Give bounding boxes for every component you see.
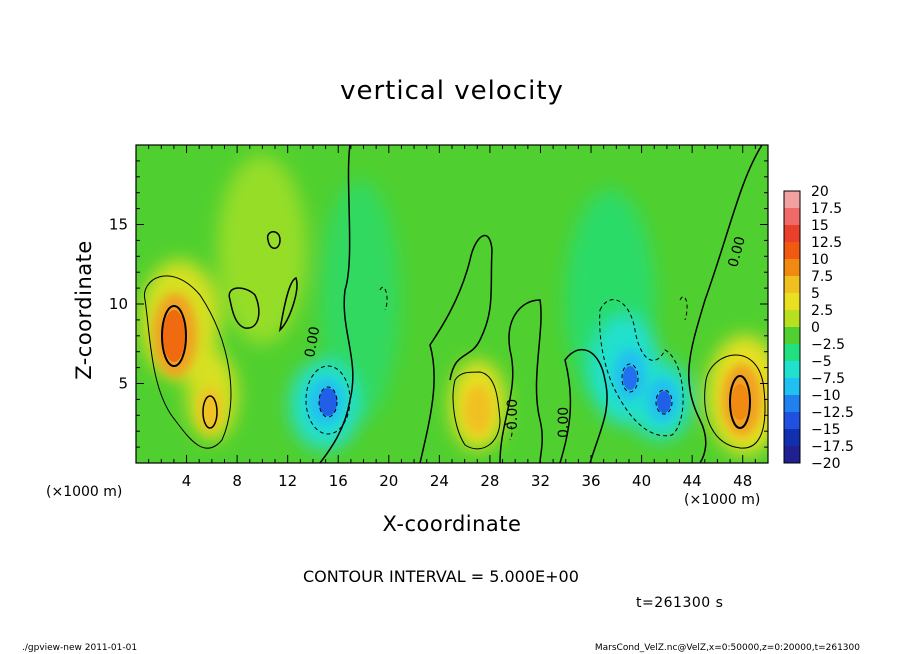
colorbar-label: 15 [811,218,829,234]
colorbar-swatch [784,378,800,395]
colorbar-swatch [784,208,800,225]
colorbar-label: 2.5 [811,303,833,319]
y-axis-label: Z-coordinate [72,240,96,380]
x-tick-label: 8 [232,472,242,490]
x-tick-label: 48 [733,472,752,490]
x-axis: 4 8 12 16 20 24 28 32 36 40 44 48 [148,145,756,490]
colorbar-swatch [784,395,800,412]
x-tick-label: 24 [430,472,449,490]
contour-label-2: 0.00 [505,399,521,430]
time-label: t=261300 s [636,595,724,611]
x-unit-label: (×1000 m) [46,484,123,500]
colorbar-swatch [784,344,800,361]
x-axis-label: X-coordinate [382,512,522,536]
colorbar-label: −2.5 [811,337,845,353]
colorbar-swatch [784,242,800,259]
colorbar-swatch [784,361,800,378]
x-tick-label: 12 [278,472,297,490]
x-tick-label: 20 [379,472,398,490]
negative-contours [305,287,688,441]
colorbar-label: 0 [811,320,820,336]
contour-lines [143,145,766,463]
colorbar-label: 20 [811,184,829,200]
x-unit-label-right: (×1000 m) [684,492,761,508]
colorbar-swatch [784,191,800,208]
y-tick-label: 15 [109,216,128,234]
x-tick-label: 32 [531,472,550,490]
contour-label-3: 0.00 [556,407,572,438]
colorbar: 2017.51512.5107.552.50−2.5−5−7.5−10−12.5… [783,184,854,472]
chart-title: vertical velocity [340,76,564,106]
colorbar-swatch [784,259,800,276]
y-axis: 5 10 15 [109,160,768,448]
colorbar-label: −15 [811,422,841,438]
contour-interval: CONTOUR INTERVAL = 5.000E+00 [303,567,579,586]
colorbar-swatch [784,412,800,429]
heatmap-field [136,145,768,463]
colorbar-label: 7.5 [811,269,833,285]
colorbar-swatch [784,276,800,293]
colorbar-label: −7.5 [811,371,845,387]
x-tick-label: 44 [683,472,702,490]
colorbar-label: −5 [811,354,832,370]
contour-label-1: 0.00 [302,325,323,358]
colorbar-swatch [784,225,800,242]
x-tick-label: 16 [329,472,348,490]
y-tick-label: 5 [118,375,128,393]
x-tick-label: 40 [632,472,651,490]
colorbar-label: −17.5 [811,439,854,455]
y-tick-label: 10 [109,295,128,313]
colorbar-swatch [784,446,800,463]
colorbar-swatch [784,429,800,446]
colorbar-label: 10 [811,252,829,268]
x-tick-label: 36 [581,472,600,490]
colorbar-label: −12.5 [811,405,854,421]
footer-right: MarsCond_VelZ.nc@VelZ,x=0:50000,z=0:2000… [594,643,860,653]
colorbar-label: −20 [811,456,841,472]
colorbar-label: −10 [811,388,841,404]
contour-label-4: 0.00 [725,235,749,269]
colorbar-swatch [784,293,800,310]
colorbar-swatch [784,310,800,327]
colorbar-label: 17.5 [811,201,842,217]
colorbar-swatch [784,327,800,344]
x-tick-label: 28 [480,472,499,490]
footer-left: ./gpview-new 2011-01-01 [22,643,138,653]
colorbar-label: 5 [811,286,820,302]
contour-inline-labels: 0.00 0.00 0.00 0.00 [302,235,749,438]
colorbar-frame [783,190,801,464]
x-tick-label: 4 [182,472,192,490]
colorbar-label: 12.5 [811,235,842,251]
